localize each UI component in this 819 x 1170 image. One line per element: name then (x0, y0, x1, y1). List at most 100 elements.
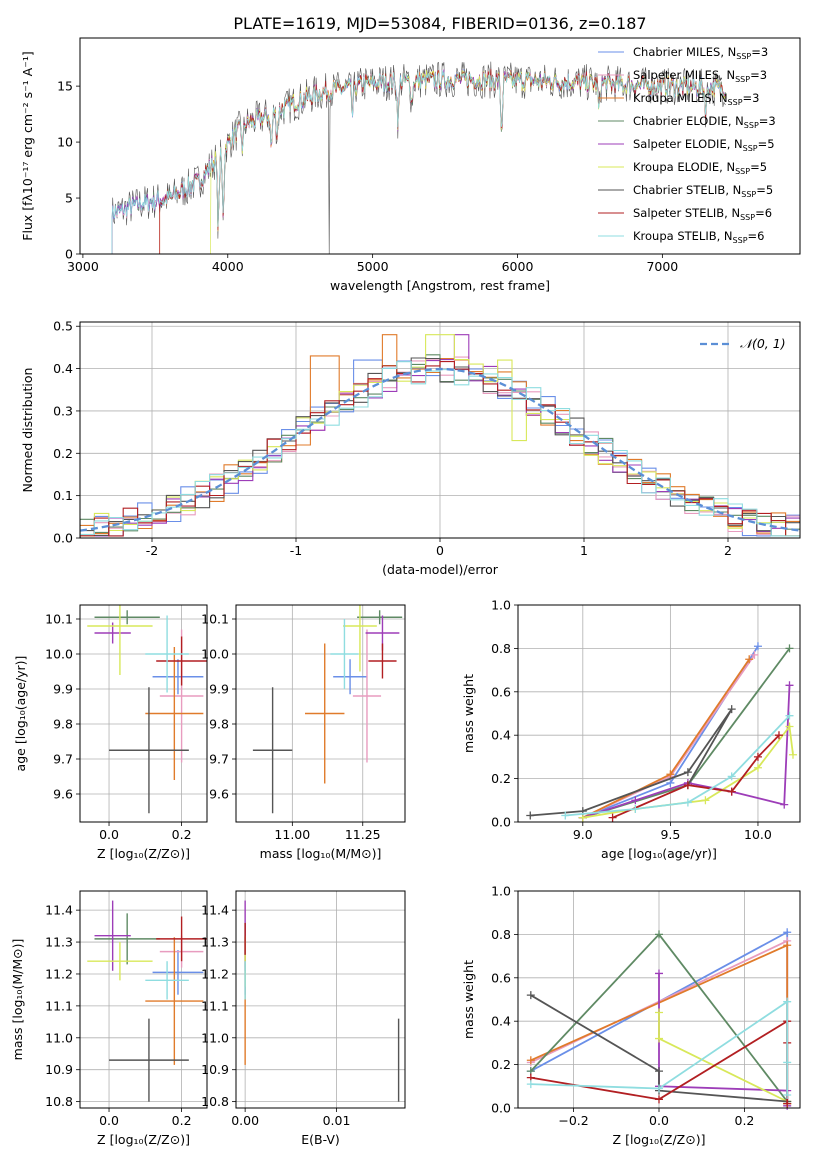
y-tick-label: 9.6 (53, 787, 73, 802)
x-tick-label: 0.2 (735, 1113, 755, 1128)
legend-entry: Chabrier ELODIE, NSSP=3 (633, 114, 776, 130)
y-tick-label: 11.1 (201, 998, 229, 1013)
weight-marker (655, 1095, 663, 1104)
weight-marker (526, 991, 535, 1000)
y-tick-label: 11.1 (45, 998, 73, 1013)
weight-vs-metallicity-panel: −0.2 0.0 0.2 0.0 0.2 0.4 0.6 0.8 1.0 Z [log₁₀(Z/Z… (461, 884, 801, 1147)
y-tick-label: 11.0 (201, 1030, 229, 1045)
weight-vs-age-panel: 9.0 9.5 10.0 0.0 0.2 0.4 0.6 0.8 1.0 age [log₁₀(a… (461, 598, 801, 861)
legend-entry: 𝒩(0, 1) (740, 336, 786, 351)
y-tick-label: 9.7 (53, 752, 73, 767)
weight-marker (783, 1099, 792, 1108)
weight-marker (783, 928, 792, 937)
x-tick-label: 9.0 (573, 827, 593, 842)
weight-line (530, 994, 788, 1103)
x-tick-label: 0.01 (323, 1113, 351, 1128)
weight-line (530, 708, 733, 817)
weight-marker (745, 655, 754, 664)
weight-marker (727, 787, 736, 796)
weight-marker (701, 796, 710, 805)
weight-marker (785, 681, 794, 690)
plot-frame (517, 890, 801, 1109)
weight-marker (631, 796, 640, 805)
y-tick-label: 0.2 (53, 446, 73, 461)
y-tick-label: 1.0 (491, 598, 511, 613)
weight-marker (785, 644, 794, 653)
weight-marker (774, 731, 783, 740)
y-tick-label: 9.6 (209, 787, 229, 802)
histogram-series (80, 361, 800, 538)
weight-marker (683, 798, 692, 807)
weight-marker (655, 1084, 663, 1093)
plot-frame (517, 604, 801, 823)
y-axis-label: Flux [fλ10⁻¹⁷ erg cm⁻² s⁻¹ A⁻¹] (20, 51, 35, 240)
x-tick-label: 0.2 (172, 1113, 192, 1128)
y-axis-label: Normed distribution (20, 368, 35, 493)
y-tick-label: 11.3 (45, 935, 73, 950)
x-axis-label: Z [log₁₀(Z/Z⊙)] (613, 1132, 706, 1147)
y-tick-label: 11.2 (45, 966, 73, 981)
legend-entry: Kroupa ELODIE, NSSP=5 (633, 160, 767, 176)
x-tick-label: -2 (146, 543, 158, 558)
y-tick-label: 10.9 (45, 1062, 73, 1077)
y-tick-label: 10.8 (45, 1094, 73, 1109)
weight-marker (666, 770, 675, 779)
x-tick-label: −0.2 (558, 1113, 588, 1128)
y-tick-label: 0.4 (491, 728, 511, 743)
weight-line (612, 734, 780, 819)
weight-marker (683, 781, 692, 790)
x-tick-label: 11.00 (274, 827, 310, 842)
x-tick-label: 10.0 (744, 827, 772, 842)
age-vs-mass-panel: 11.00 11.25 9.6 9.7 9.8 9.9 10.0 10.1 mass [log₁… (201, 604, 406, 861)
y-axis-label: mass weight (461, 960, 476, 1039)
x-axis-label: Z [log₁₀(Z/Z⊙)] (97, 1132, 190, 1147)
legend-entry: Salpeter MILES, NSSP=3 (633, 68, 767, 84)
plot-frame (235, 604, 406, 823)
x-tick-label: 6000 (502, 259, 534, 274)
y-tick-label: 0.2 (491, 1057, 511, 1072)
plot-frame (79, 37, 801, 255)
mass-vs-metallicity-panel: 0.0 0.2 10.8 10.9 11.0 11.1 11.2 11.3 11.4 Z [log… (10, 890, 208, 1147)
y-tick-label: 10.9 (201, 1062, 229, 1077)
weight-marker (526, 1056, 535, 1065)
y-tick-label: 0.4 (491, 1014, 511, 1029)
legend-entry: Kroupa MILES, NSSP=3 (633, 91, 759, 107)
y-axis-label: mass [log₁₀(M/M⊙)] (10, 939, 25, 1061)
plot-frame (79, 604, 208, 823)
plot-frame (79, 890, 208, 1109)
y-tick-label: 0 (65, 247, 73, 262)
weight-marker (783, 997, 792, 1006)
x-tick-label: 9.5 (660, 827, 680, 842)
legend-entry: Kroupa STELIB, NSSP=6 (633, 229, 764, 245)
x-axis-label: mass [log₁₀(M/M⊙)] (260, 846, 382, 861)
y-tick-label: 11.3 (201, 935, 229, 950)
weight-marker (783, 941, 792, 950)
legend-entry: Chabrier STELIB, NSSP=5 (633, 183, 773, 199)
plot-frame (235, 890, 406, 1109)
weight-marker (608, 813, 617, 822)
weight-marker (655, 930, 663, 939)
y-tick-label: 0.3 (53, 403, 73, 418)
x-tick-label: 0.0 (99, 1113, 119, 1128)
y-tick-label: 10.0 (201, 647, 229, 662)
weight-marker (753, 752, 762, 761)
y-tick-label: 10.1 (201, 612, 229, 627)
y-tick-label: 0.0 (491, 815, 511, 830)
weight-marker (683, 768, 692, 777)
y-tick-label: 0.8 (491, 927, 511, 942)
y-tick-label: 11.4 (45, 903, 73, 918)
y-tick-label: 0.4 (53, 361, 73, 376)
x-axis-label: Z [log₁₀(Z/Z⊙)] (97, 846, 190, 861)
legend: Chabrier MILES, NSSP=3 Salpeter MILES, NS… (598, 45, 776, 245)
y-tick-label: 0.2 (491, 771, 511, 786)
x-axis-label: (data-model)/error (382, 562, 499, 577)
weight-marker (788, 750, 797, 759)
x-axis-label: age [log₁₀(age/yr)] (601, 846, 717, 861)
mass-vs-ebv-panel: 0.00 0.01 10.8 10.9 11.0 11.1 11.2 11.3 11.4 E(B-… (201, 890, 406, 1147)
x-tick-label: 2 (724, 543, 732, 558)
x-tick-label: 0.00 (231, 1113, 259, 1128)
y-tick-label: 0.1 (53, 488, 73, 503)
residual-histogram-panel: -2 -1 0 1 2 0.0 0.1 0.2 0.3 0.4 0.5 (data-model)/er… (20, 319, 801, 577)
y-tick-label: 0.5 (53, 319, 73, 334)
